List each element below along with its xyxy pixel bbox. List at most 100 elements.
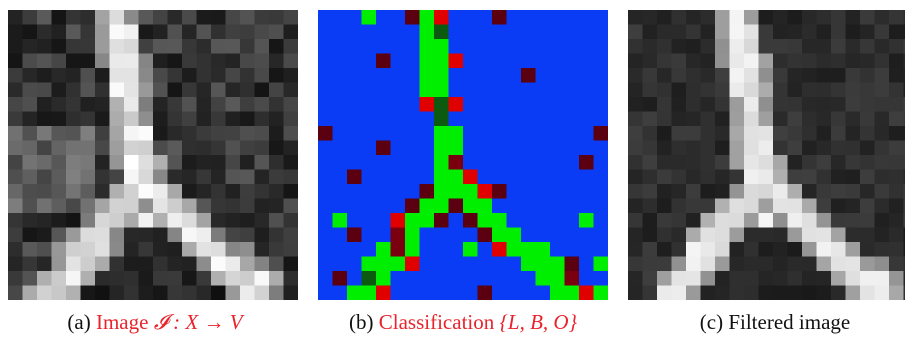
class-pixel — [318, 24, 334, 40]
class-pixel — [361, 140, 377, 156]
filtered-pixel — [845, 213, 861, 229]
filtered-pixel — [758, 213, 774, 229]
filtered-pixel — [874, 68, 890, 84]
class-pixel — [347, 10, 363, 26]
class-pixel — [390, 242, 406, 258]
class-pixel — [506, 213, 522, 229]
filtered-pixel — [831, 126, 847, 142]
class-pixel — [521, 111, 537, 127]
input-pixel — [167, 53, 183, 69]
input-pixel — [109, 227, 125, 243]
filtered-pixel — [700, 126, 716, 142]
filtered-pixel — [758, 140, 774, 156]
input-pixel — [153, 10, 169, 26]
filtered-pixel — [773, 213, 789, 229]
class-pixel — [419, 242, 435, 258]
input-pixel — [80, 271, 96, 287]
filtered-pixel — [889, 111, 905, 127]
filtered-pixel — [802, 97, 818, 113]
filtered-pixel — [889, 256, 905, 272]
filtered-pixel — [831, 198, 847, 214]
input-pixel — [8, 184, 24, 200]
input-pixel — [254, 10, 270, 26]
input-pixel — [211, 242, 227, 258]
class-pixel — [419, 24, 435, 40]
class-pixel — [579, 155, 595, 171]
input-pixel — [66, 271, 82, 287]
input-pixel — [66, 111, 82, 127]
input-pixel — [167, 271, 183, 287]
filtered-pixel — [845, 155, 861, 171]
filtered-pixel — [889, 140, 905, 156]
input-pixel — [283, 53, 298, 69]
input-pixel — [95, 68, 111, 84]
class-pixel — [448, 68, 464, 84]
class-pixel — [332, 111, 348, 127]
input-pixel — [37, 111, 53, 127]
filtered-pixel — [889, 184, 905, 200]
filtered-pixel — [715, 169, 731, 185]
input-pixel — [8, 198, 24, 214]
filtered-pixel — [860, 242, 876, 258]
class-pixel — [390, 10, 406, 26]
input-pixel — [51, 53, 67, 69]
input-pixel — [138, 169, 154, 185]
input-pixel — [22, 256, 38, 272]
class-pixel — [593, 82, 608, 98]
filtered-pixel — [700, 198, 716, 214]
class-pixel — [550, 140, 566, 156]
filtered-pixel — [744, 97, 760, 113]
input-pixel — [95, 242, 111, 258]
filtered-pixel — [845, 184, 861, 200]
class-pixel — [506, 285, 522, 300]
filtered-pixel — [657, 111, 673, 127]
class-pixel — [579, 24, 595, 40]
input-pixel — [37, 82, 53, 98]
class-pixel — [535, 140, 551, 156]
input-pixel — [124, 184, 140, 200]
class-pixel — [463, 198, 479, 214]
input-pixel — [109, 271, 125, 287]
filtered-pixel — [744, 227, 760, 243]
input-pixel — [95, 184, 111, 200]
filtered-pixel — [744, 53, 760, 69]
filtered-pixel — [845, 242, 861, 258]
input-pixel — [240, 39, 256, 55]
class-pixel — [361, 111, 377, 127]
input-pixel — [124, 126, 140, 142]
filtered-pixel — [758, 53, 774, 69]
filtered-pixel — [686, 53, 702, 69]
input-pixel — [138, 140, 154, 156]
class-pixel — [361, 24, 377, 40]
filtered-pixel — [729, 227, 745, 243]
input-pixel — [37, 140, 53, 156]
input-pixel — [66, 198, 82, 214]
class-pixel — [405, 97, 421, 113]
class-pixel — [405, 242, 421, 258]
class-pixel — [434, 111, 450, 127]
filtered-pixel — [889, 68, 905, 84]
filtered-pixel — [686, 97, 702, 113]
filtered-pixel — [657, 169, 673, 185]
input-pixel — [269, 24, 285, 40]
filtered-pixel — [787, 271, 803, 287]
class-pixel — [463, 242, 479, 258]
class-pixel — [347, 227, 363, 243]
input-pixel — [240, 227, 256, 243]
class-pixel — [593, 155, 608, 171]
filtered-pixel — [657, 39, 673, 55]
class-pixel — [463, 126, 479, 142]
class-pixel — [318, 256, 334, 272]
class-pixel — [376, 68, 392, 84]
input-pixel — [109, 184, 125, 200]
filtered-pixel — [773, 53, 789, 69]
class-pixel — [550, 184, 566, 200]
filtered-pixel — [889, 126, 905, 142]
filtered-pixel — [889, 82, 905, 98]
filtered-pixel — [773, 140, 789, 156]
input-pixel — [8, 155, 24, 171]
class-pixel — [593, 256, 608, 272]
class-pixel — [477, 285, 493, 300]
input-pixel — [182, 227, 198, 243]
input-pixel — [37, 184, 53, 200]
